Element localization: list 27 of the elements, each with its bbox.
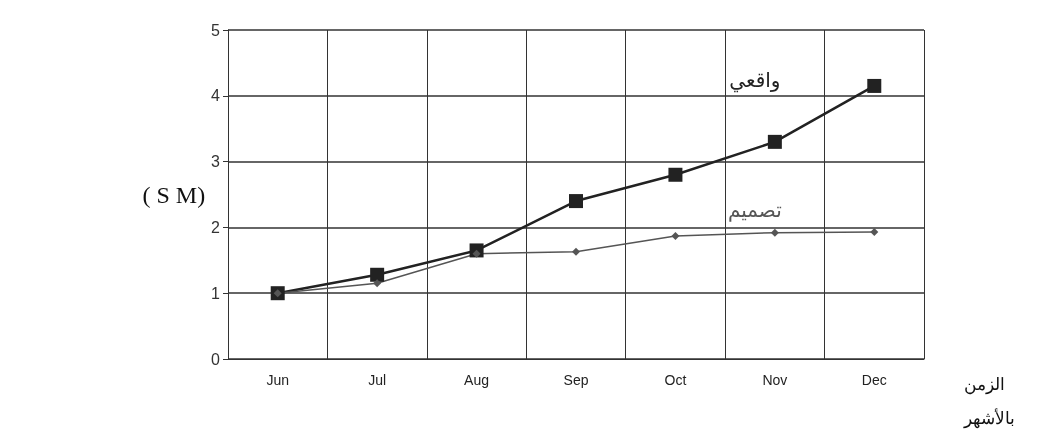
x-tick-label: Oct (664, 372, 687, 388)
y-axis-title: ( S M) (142, 181, 206, 208)
x-tick-label: Sep (563, 372, 589, 388)
y-tick-label: 3 (211, 153, 221, 171)
point (668, 167, 683, 182)
point (572, 247, 580, 256)
point (870, 228, 879, 237)
point (767, 134, 782, 149)
y-tick-label: 5 (211, 21, 221, 39)
point (867, 78, 882, 93)
point (373, 279, 382, 288)
x-tick-label: Jul (368, 372, 387, 388)
point (671, 231, 680, 240)
text: واقعي (729, 67, 781, 93)
y-tick-label: 1 (211, 284, 221, 302)
point (569, 194, 583, 209)
y-tick-label: 2 (211, 218, 221, 236)
x-tick-label: Dec (861, 372, 887, 388)
x-tick-label: Nov (762, 372, 788, 388)
point (370, 267, 385, 282)
point (770, 228, 779, 237)
y-tick-label: 4 (211, 87, 221, 105)
series-label: تصميم (727, 197, 782, 222)
y-tick-label: 0 (211, 350, 221, 368)
x-tick-label: Jun (266, 372, 289, 388)
x-tick-label: Aug (464, 372, 490, 388)
x-axis-title: الزمن بالأشهر (963, 374, 1015, 429)
